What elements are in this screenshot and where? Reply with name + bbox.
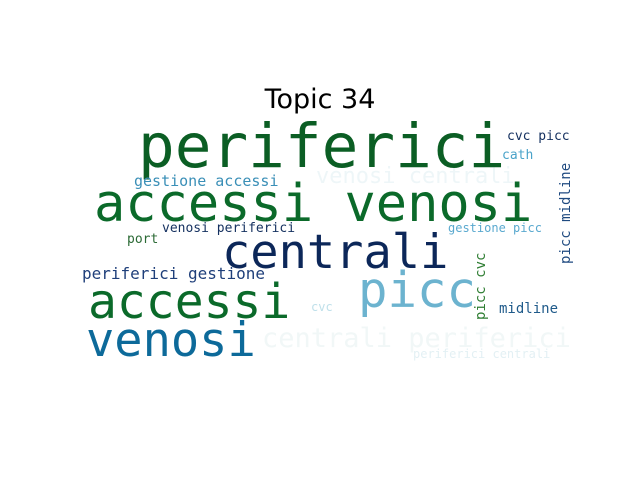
word-cvc-picc: cvc picc: [507, 129, 570, 144]
word-port: port: [127, 232, 159, 247]
word-periferici-gestione: periferici gestione: [82, 264, 266, 283]
word-accessi-venosi: accessi venosi: [94, 174, 533, 234]
word-venosi-periferici: venosi periferici: [162, 221, 296, 236]
word-venosi: venosi: [86, 313, 256, 368]
word-picc-cvc: picc cvc: [473, 252, 489, 320]
word-periferici-centrali: periferici centrali: [413, 347, 551, 361]
word-venosi-centrali: venosi centrali: [316, 164, 515, 189]
word-picc-midline: picc midline: [558, 162, 574, 264]
word-centrali-periferici: centrali periferici: [262, 323, 571, 354]
word-gestione-accessi: gestione accessi: [134, 172, 279, 190]
word-centrali: centrali: [222, 225, 449, 280]
word-picc: picc: [358, 262, 477, 319]
word-gestione-picc: gestione picc: [448, 221, 542, 235]
chart-title: Topic 34: [264, 84, 376, 115]
word-accessi: accessi: [88, 274, 291, 330]
word-periferici: periferici: [138, 111, 506, 182]
word-midline: midline: [499, 301, 559, 317]
word-cvc: cvc: [311, 300, 333, 314]
word-cath: cath: [502, 148, 534, 163]
